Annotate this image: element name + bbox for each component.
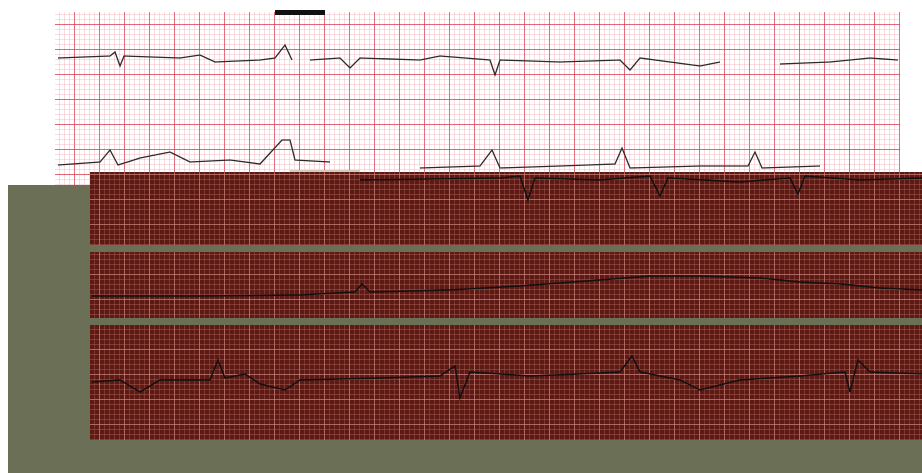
ecg-traces-top xyxy=(57,43,899,169)
paper-strip xyxy=(55,12,900,187)
paper-strip xyxy=(90,325,922,440)
paper-strip xyxy=(90,172,922,245)
tape xyxy=(275,10,325,15)
ecg-traces-dark xyxy=(91,175,922,401)
paper-strip xyxy=(90,252,922,318)
